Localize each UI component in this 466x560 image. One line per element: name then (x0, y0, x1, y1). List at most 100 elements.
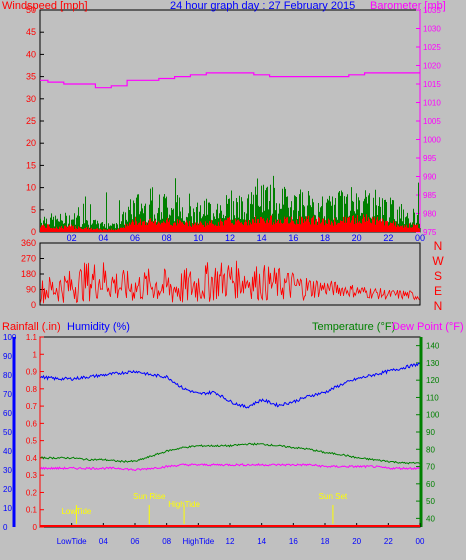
wind-tick-label: 15 (26, 160, 36, 170)
barometer-tick-label: 1010 (423, 99, 441, 108)
direction-tick-label: 180 (21, 269, 36, 279)
rain-tick-label: 0.6 (26, 419, 38, 428)
panel3-x-tick-label: HighTide (182, 537, 214, 546)
panel1-x-tick-label: 04 (98, 233, 108, 243)
wind-tick-label: 5 (31, 205, 36, 215)
humidity-tick-label: 40 (3, 447, 12, 456)
chart-title: 24 hour graph day : 27 February 2015 (170, 0, 355, 12)
panel1-x-tick-label: 08 (162, 233, 172, 243)
barometer-tick-label: 1030 (423, 25, 441, 34)
temp-tick-label: 120 (426, 376, 440, 385)
wind-tick-label: 30 (26, 94, 36, 104)
temp-tick-label: 70 (426, 463, 435, 472)
panel3-x-tick-label: 00 (416, 537, 425, 546)
temperature-series (40, 442, 420, 465)
rain-tick-label: 1 (33, 350, 38, 359)
rain-tick-label: 0.4 (26, 454, 38, 463)
wind-tick-label: 50 (26, 5, 36, 15)
wind-direction-series (40, 260, 420, 304)
panel3-x-tick-label: 18 (321, 537, 330, 546)
compass-label: W (432, 254, 444, 268)
rain-tick-label: 0.3 (26, 471, 38, 480)
humidity-tick-label: 70 (3, 390, 12, 399)
panel1-series (40, 72, 420, 232)
humidity-series (40, 362, 420, 409)
rain-tick-label: 0.7 (26, 402, 38, 411)
barometer-tick-label: 1025 (423, 43, 441, 52)
panel-wind-barometer: Windspeed [mph] 24 hour graph day : 27 F… (2, 0, 446, 243)
panel1-x-ticks: 02 04 06 08 10 12 14 16 18 20 22 00 (67, 228, 425, 243)
barometer-series (40, 72, 420, 89)
event-label: LowTide (61, 507, 91, 516)
panel3-x-tick-label: 20 (352, 537, 361, 546)
panel3-x-tick-label: 08 (162, 537, 171, 546)
temp-tick-label: 50 (426, 497, 435, 506)
rain-axis-label: Rainfall (.in) (2, 321, 61, 333)
compass-label: E (434, 284, 442, 298)
barometer-tick-label: 1000 (423, 136, 441, 145)
temp-tick-label: 130 (426, 359, 440, 368)
humidity-tick-label: 80 (3, 371, 12, 380)
humidity-ticks: 0 10 20 30 40 50 60 70 80 90 100 (3, 333, 17, 532)
wind-tick-label: 20 (26, 138, 36, 148)
rain-tick-label: 0.2 (26, 488, 38, 497)
panel1-x-tick-label: 18 (320, 233, 330, 243)
panel3-series (40, 362, 420, 527)
barometer-tick-label: 1035 (423, 6, 441, 15)
compass-label: N (434, 299, 443, 313)
panel1-x-tick-label: 02 (67, 233, 77, 243)
temperature-ticks: 40 50 60 70 80 90 100 110 120 130 140 (416, 342, 440, 523)
panel3-x-tick-label: 12 (226, 537, 235, 546)
compass-label: S (434, 269, 442, 283)
panel3-x-tick-label: 22 (384, 537, 393, 546)
wind-tick-label: 25 (26, 116, 36, 126)
temperature-axis-label: Temperature (°F) (312, 321, 395, 333)
humidity-tick-label: 90 (3, 352, 12, 361)
barometer-tick-label: 1005 (423, 117, 441, 126)
rain-tick-label: 0.1 (26, 506, 38, 515)
wind-tick-label: 10 (26, 183, 36, 193)
panel1-x-tick-label: 20 (352, 233, 362, 243)
humidity-tick-label: 20 (3, 485, 12, 494)
compass-label: N (434, 239, 443, 253)
panel1-x-tick-label: 12 (225, 233, 235, 243)
panel2-series (40, 260, 420, 304)
wind-series (40, 214, 420, 232)
wind-tick-label: 45 (26, 27, 36, 37)
event-label: Sun Rise (133, 492, 166, 501)
event-label: Sun Set (319, 492, 348, 501)
wind-tick-label: 40 (26, 49, 36, 59)
humidity-tick-label: 100 (3, 333, 17, 342)
direction-tick-label: 360 (21, 238, 36, 248)
event-label: HighTide (168, 500, 200, 509)
direction-tick-label: 270 (21, 254, 36, 264)
panel3-x-tick-label: 06 (131, 537, 140, 546)
temp-tick-label: 140 (426, 342, 440, 351)
barometer-tick-label: 995 (423, 154, 437, 163)
panel1-x-tick-label: 14 (257, 233, 267, 243)
rain-tick-label: 0 (33, 523, 38, 532)
temp-tick-label: 100 (426, 411, 440, 420)
wind-tick-label: 0 (31, 227, 36, 237)
humidity-tick-label: 30 (3, 466, 12, 475)
rain-tick-label: 0.8 (26, 385, 38, 394)
panel1-x-tick-label: 06 (130, 233, 140, 243)
direction-tick-label: 0 (31, 300, 36, 310)
wind-tick-label: 35 (26, 72, 36, 82)
panel-rain-humidity-temp: Rainfall (.in) Humidity (%) Temperature … (2, 321, 464, 546)
panel3-x-tick-label: 14 (257, 537, 266, 546)
rain-tick-label: 0.9 (26, 368, 38, 377)
humidity-tick-label: 50 (3, 428, 12, 437)
barometer-tick-label: 975 (423, 228, 437, 237)
panel3-x-tick-label: 16 (289, 537, 298, 546)
rain-tick-label: 1.1 (26, 333, 38, 342)
panel3-x-tick-label: LowTide (57, 537, 87, 546)
barometer-axis-label: Barometer [mb] (370, 0, 446, 12)
barometer-ticks: 975 980 985 990 995 1000 1005 1010 1015 1020 1025 1… (416, 6, 441, 237)
rain-tick-label: 0.5 (26, 437, 38, 446)
